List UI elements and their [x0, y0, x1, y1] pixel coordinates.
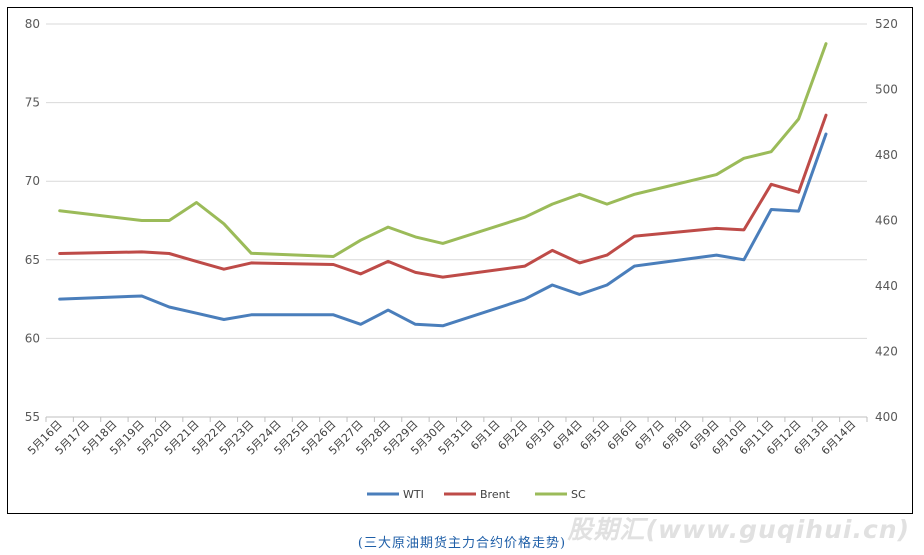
y-left-tick-label: 80	[25, 17, 40, 31]
y-right-tick-label: 520	[875, 17, 898, 31]
y-left-tick-label: 75	[25, 96, 40, 110]
x-tick-label: 6月6日	[605, 418, 640, 453]
line-chart: 5560657075804004204404604805005205月16日5月…	[25, 17, 898, 501]
x-tick-label: 6月5日	[577, 418, 612, 453]
legend-label-brent: Brent	[480, 488, 511, 501]
y-right-tick-label: 480	[875, 148, 898, 162]
y-left-tick-label: 55	[25, 410, 40, 424]
x-tick-label: 6月1日	[468, 418, 503, 453]
x-tick-label: 6月2日	[495, 418, 530, 453]
y-right-tick-label: 400	[875, 410, 898, 424]
series-line-sc	[58, 42, 828, 258]
chart-caption: (三大原油期货主力合约价格走势)	[357, 536, 567, 551]
watermark: 股期汇(www.guqihui.cn)	[567, 515, 910, 544]
series-line-brent	[58, 113, 828, 279]
legend-label-wti: WTI	[403, 488, 424, 501]
series-line-wti	[58, 132, 828, 328]
y-left-tick-label: 60	[25, 331, 40, 345]
y-right-tick-label: 440	[875, 279, 898, 293]
x-tick-label: 6月3日	[523, 418, 558, 453]
x-tick-label: 6月8日	[660, 418, 695, 453]
x-tick-label: 6月7日	[632, 418, 667, 453]
y-left-tick-label: 65	[25, 253, 40, 267]
chart-frame: 55 60 65 70 75 80 400 420 440 460 480 500 520 5月16日 5月…	[7, 7, 913, 514]
y-right-tick-label: 500	[875, 83, 898, 97]
y-right-tick-label: 420	[875, 345, 898, 359]
legend-label-sc: SC	[571, 488, 586, 501]
y-right-tick-label: 460	[875, 214, 898, 228]
y-left-tick-label: 70	[25, 174, 40, 188]
x-tick-label: 6月4日	[550, 418, 585, 453]
